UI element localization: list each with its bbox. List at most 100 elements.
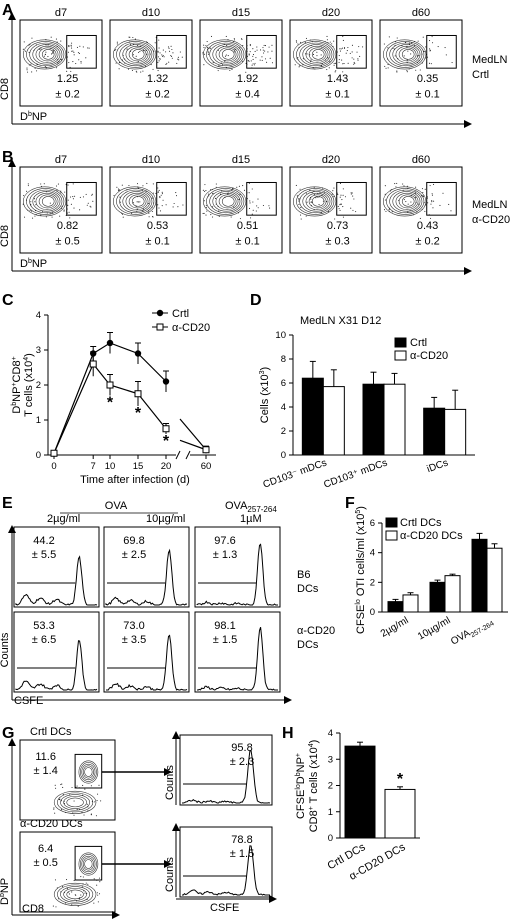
e-hist-r0-c0-frame	[13, 526, 100, 608]
e-hist-mean: 69.8	[123, 535, 144, 547]
panel_a-plot-0-dot	[55, 38, 57, 40]
panel_a-plot-0-dot	[23, 41, 25, 43]
g-facs-dot	[55, 787, 57, 789]
panel_a-plot-3-gate-dot	[353, 63, 355, 65]
g-facs-dot	[75, 894, 77, 896]
panel_b-gate-mean-1: 0.53	[147, 220, 168, 232]
panel_a-plot-3-dot	[332, 45, 334, 47]
g-facs-dot	[65, 811, 67, 813]
g-facs-dot	[61, 783, 63, 785]
panel_a-plot-4-gate-dot	[444, 47, 446, 49]
panel_a-plot-4-dot	[423, 50, 425, 53]
panel_a-plot-2-gate-dot	[263, 52, 265, 54]
c-axis-break	[175, 450, 181, 460]
panel_a-plot-1-gate-dot	[178, 59, 180, 61]
panel_a-plot-1-dot	[137, 44, 139, 46]
panel_b-plot-0-dot	[34, 215, 36, 217]
panel_a-plot-4-contour	[382, 39, 427, 70]
g-facs-dot	[93, 902, 95, 904]
panel_b-plot-4-dot	[421, 188, 423, 190]
panel_a-plot-0-dot	[50, 47, 52, 49]
panel-e-y-label: Counts	[0, 632, 11, 667]
h-y-axis-label-2-part: )	[308, 740, 320, 744]
panel_a-plot-3-gate-dot	[356, 51, 358, 53]
panel_b-gate-mean-4: 0.43	[417, 220, 438, 232]
panel_b-plot-4-dot	[432, 183, 435, 185]
panel_b-day-0: d7	[55, 154, 67, 166]
panel_b-plot-1-dot	[157, 191, 159, 193]
panel_b-plot-2-frame	[199, 166, 283, 254]
panel_b-plot-2-dot	[221, 190, 223, 192]
panel_b-plot-3-dot	[339, 182, 342, 184]
e-hist-r0-c2-frame	[194, 526, 281, 608]
h-bar	[344, 745, 376, 839]
f-y-tick-label: 0	[370, 607, 375, 618]
panel_b-plot-3-dot	[321, 187, 324, 189]
e-hist-sd: ± 6.5	[32, 634, 56, 646]
g-hist-y-label: Counts	[164, 857, 176, 892]
panel_a-plot-1-dot	[126, 48, 128, 50]
panel_a-plot-4-dot	[388, 36, 390, 38]
panel-letter-d: D	[250, 292, 262, 309]
panel_a-plot-1-gate-dot	[167, 46, 170, 48]
g-facs-1: 6.4 ± 0.5 78.8 ± 1.5 Counts CSFE	[19, 823, 277, 914]
c-point-crtl	[134, 350, 142, 357]
panel_a-plot-3-gate-dot	[353, 61, 355, 63]
panel_b-plot-4-dot	[414, 192, 416, 194]
panel_b-plot-0-dot	[40, 185, 43, 187]
panel_b-plot-1-gate-dot	[173, 202, 175, 205]
panel_b-plot-0-dot	[51, 216, 53, 218]
panel_b-plot-1-dot	[137, 201, 139, 203]
panel_b-plot-3-dot	[311, 192, 313, 194]
panel_b-plot-4-dot	[409, 210, 411, 212]
panel_a-plot-4-dot	[417, 40, 419, 42]
panel_a-plot-2-dot	[225, 54, 227, 56]
panel_a-plot-2-gate-dot	[252, 54, 255, 56]
panel_b-plot-0-dot	[26, 190, 28, 192]
panel_b-plot-4-dot	[422, 195, 424, 197]
panel_b-plot-0-dot	[56, 190, 58, 192]
d-bar	[444, 408, 467, 456]
panel_a-plot-3-frame	[289, 19, 373, 107]
panel_b-plot-3-dot	[318, 204, 320, 206]
panel_b-plot-2-dot	[239, 193, 241, 195]
panel_a-plot-0-dot	[34, 67, 36, 69]
g-hist-x-label: CSFE	[210, 902, 239, 914]
panel_a-plot-4-dot	[403, 55, 405, 57]
panel_a-plot-2-dot	[247, 60, 249, 62]
g-facs-dot	[85, 882, 87, 884]
c-point-acd20	[106, 381, 114, 389]
panel_a-plot-1-dot	[132, 54, 134, 56]
panel_a-plot-0-gate-dot	[78, 59, 80, 61]
panel_a-plot-3	[289, 19, 373, 107]
panel_b-plot-4-dot	[398, 199, 400, 201]
panel-e-ova-peptide: OVA257-264	[225, 500, 277, 514]
e-hist-r0-c2-trace	[196, 543, 278, 606]
panel_a-plot-0-dot	[22, 48, 24, 50]
panel_a-plot-3-contour	[311, 49, 325, 60]
g-facs-dot	[80, 876, 82, 878]
e-hist-mean: 97.6	[214, 535, 235, 547]
panel_b-gate-mean-0: 0.82	[57, 220, 78, 232]
panel-g-top-label: Crtl DCs	[30, 726, 72, 738]
panel_a-plot-1-dot	[158, 39, 160, 41]
panel-e-row2-label-a: α-CD20	[297, 625, 335, 637]
panel_a-plot-0-dot	[38, 48, 41, 50]
g-facs-dot	[80, 894, 82, 896]
panel_a-plot-2-gate-dot	[259, 59, 261, 61]
panel_b-plot-0-gate-dot	[74, 195, 76, 197]
panel_b-plot-4-dot	[431, 201, 433, 203]
g-facs-dot	[87, 806, 89, 808]
panel_b-plot-2-gate-dot	[268, 205, 270, 207]
panel_a-plot-2-dot	[203, 44, 205, 46]
panel_a-plot-3-gate-dot	[353, 58, 355, 60]
panel_b-plot-1-dot	[155, 192, 157, 194]
panel_b-plot-2-dot	[212, 192, 214, 194]
panel_a-plot-0-gate-dot	[66, 56, 69, 58]
panel_b-plot-3-dot	[322, 200, 324, 202]
panel_b-plot-0-dot	[27, 185, 29, 187]
panel_b-plot-4-contour	[401, 196, 415, 207]
panel_b-gate-sd-0: ± 0.5	[55, 235, 79, 247]
panel_b-plot-0-dot	[57, 183, 59, 185]
